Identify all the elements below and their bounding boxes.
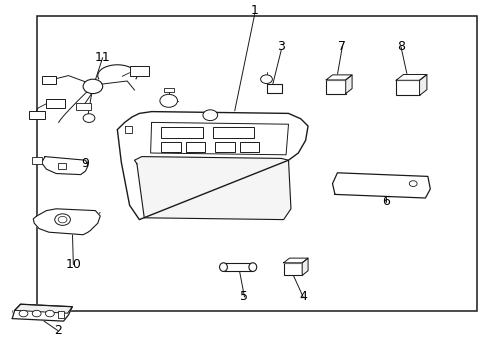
Bar	[41, 76, 56, 84]
Polygon shape	[134, 157, 290, 220]
Polygon shape	[325, 75, 351, 80]
Text: 3: 3	[277, 40, 285, 53]
Bar	[239, 142, 259, 152]
Bar	[161, 127, 203, 138]
Circle shape	[32, 310, 41, 317]
Polygon shape	[12, 304, 72, 321]
Bar	[46, 99, 65, 108]
Bar	[76, 103, 91, 110]
Text: 9: 9	[81, 157, 89, 170]
Polygon shape	[150, 122, 288, 155]
Text: 4: 4	[299, 291, 306, 303]
Bar	[185, 142, 205, 152]
Bar	[395, 80, 419, 95]
Ellipse shape	[219, 263, 227, 271]
Text: 5: 5	[240, 291, 248, 303]
Bar	[283, 263, 302, 275]
Text: 2: 2	[54, 324, 61, 337]
Bar	[215, 142, 234, 152]
Polygon shape	[15, 304, 72, 313]
Bar	[58, 311, 63, 318]
Circle shape	[83, 114, 95, 122]
Circle shape	[160, 94, 177, 107]
Text: 1: 1	[250, 4, 258, 17]
Bar	[163, 88, 173, 92]
Polygon shape	[302, 258, 307, 275]
Polygon shape	[332, 173, 429, 198]
Bar	[161, 142, 181, 152]
Polygon shape	[124, 126, 132, 133]
Circle shape	[45, 310, 54, 317]
Bar	[212, 127, 254, 138]
Bar	[129, 66, 149, 76]
Polygon shape	[395, 75, 426, 80]
Circle shape	[19, 310, 28, 317]
Bar	[37, 16, 476, 311]
Circle shape	[58, 216, 67, 223]
Text: 8: 8	[396, 40, 404, 53]
Polygon shape	[33, 209, 100, 235]
Circle shape	[83, 79, 102, 94]
Text: 7: 7	[338, 40, 346, 53]
Bar	[32, 157, 42, 164]
Bar	[58, 163, 65, 169]
Circle shape	[408, 181, 416, 186]
Circle shape	[55, 214, 70, 225]
Ellipse shape	[248, 263, 256, 271]
Bar	[325, 80, 345, 94]
Polygon shape	[41, 157, 88, 175]
Bar	[267, 84, 282, 93]
Bar	[223, 263, 252, 271]
Polygon shape	[283, 258, 307, 263]
Polygon shape	[345, 75, 351, 94]
Text: 6: 6	[382, 195, 389, 208]
Polygon shape	[117, 112, 307, 220]
Circle shape	[203, 110, 217, 121]
Text: 11: 11	[95, 51, 110, 64]
Text: 10: 10	[65, 258, 81, 271]
Bar	[85, 82, 98, 88]
Bar	[29, 111, 45, 119]
Polygon shape	[419, 75, 426, 95]
Circle shape	[260, 75, 272, 84]
